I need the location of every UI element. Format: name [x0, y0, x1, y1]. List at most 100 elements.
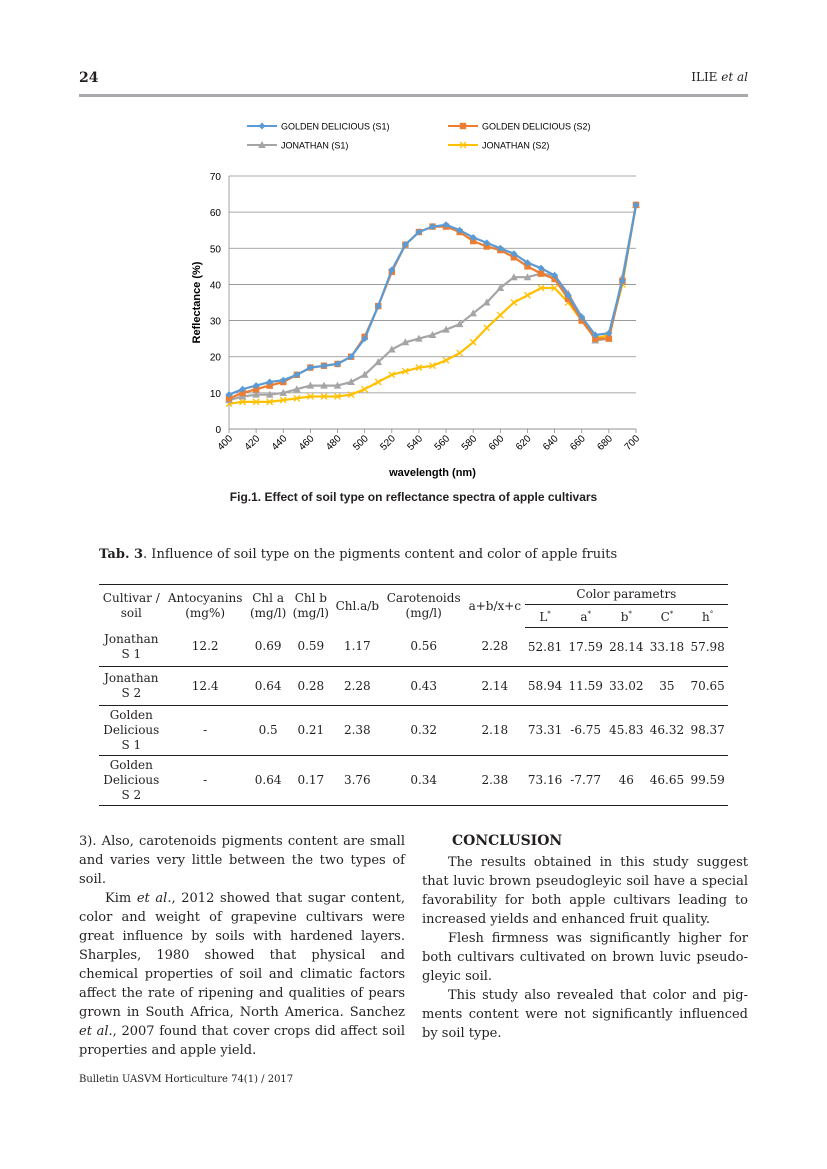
data-point — [442, 356, 450, 364]
table-cell: 1.17 — [332, 627, 383, 667]
data-point — [252, 386, 260, 393]
table-caption-text: . Influence of soil type on the pigments… — [143, 547, 618, 562]
table-cell: 0.17 — [289, 755, 333, 806]
data-point — [632, 201, 640, 209]
data-point — [388, 371, 396, 379]
data-point — [428, 331, 437, 339]
th-abxc: a+b/x+c — [464, 584, 525, 628]
data-point — [252, 398, 260, 406]
table-cell: 2.38 — [464, 755, 525, 806]
table-cell: 52.81 — [524, 627, 566, 667]
data-point — [469, 233, 477, 241]
y-tick-label: 60 — [210, 208, 222, 219]
data-point — [266, 378, 274, 386]
x-tick-label: 400 — [216, 433, 236, 453]
table-cell: 0.69 — [246, 627, 290, 667]
table-cell: 35 — [646, 666, 688, 706]
table-caption-label: Tab. 3 — [99, 547, 144, 562]
figure-caption: Fig.1. Effect of soil type on reflectanc… — [229, 490, 598, 504]
table-cell: 0.34 — [382, 755, 465, 806]
data-point — [429, 223, 436, 231]
x-tick-label: 520 — [378, 433, 398, 453]
right-paragraph-1: The results obtained in this study sugge… — [422, 855, 748, 927]
data-point — [306, 393, 314, 400]
x-tick-label: 640 — [541, 433, 561, 453]
data-point — [537, 264, 545, 272]
data-point — [442, 325, 450, 333]
y-tick-label: 10 — [210, 389, 222, 400]
data-point — [320, 393, 328, 400]
data-point — [496, 244, 504, 252]
data-point — [306, 364, 314, 372]
table-cell: 17.59 — [565, 627, 606, 667]
x-axis-label: wavelength (nm) — [388, 467, 476, 479]
data-point — [334, 360, 342, 368]
right-paragraph-2: Flesh firmness was significantly higher … — [422, 931, 748, 984]
data-point — [510, 273, 518, 281]
table-caption: Tab. 3. Influence of soil type on the pi… — [99, 547, 617, 562]
x-tick-label: 480 — [324, 433, 344, 453]
table-cell: 12.2 — [163, 627, 247, 667]
table-cell: 0.43 — [382, 666, 465, 706]
data-point — [334, 393, 341, 400]
data-point — [401, 338, 410, 346]
x-tick-label: 700 — [623, 433, 643, 453]
data-point — [252, 382, 260, 390]
data-point — [523, 273, 532, 281]
data-point — [239, 385, 247, 393]
pigments-table: Cultivar / soil Antocyanins (mg%) Chl a (mg… — [99, 584, 728, 806]
data-point — [483, 324, 491, 332]
conclusion-heading: CONCLUSION — [452, 833, 563, 849]
table-cell: 0.21 — [289, 705, 333, 756]
table-row: Jonathan S 2 12.4 0.64 0.28 2.28 0.43 2.14 58.94… — [99, 666, 728, 706]
table-cell: 0.28 — [289, 666, 333, 706]
y-tick-label: 20 — [210, 353, 222, 364]
data-point — [510, 250, 518, 258]
table-cell: - — [163, 705, 247, 756]
x-tick-label: 620 — [514, 433, 534, 453]
data-point — [239, 389, 246, 397]
data-point — [415, 228, 423, 236]
y-tick-label: 40 — [210, 280, 222, 291]
legend-label: JONATHAN (S1) — [281, 141, 348, 151]
table-cell: - — [163, 755, 247, 806]
data-point — [225, 395, 233, 402]
x-tick-label: 440 — [270, 433, 290, 453]
table-cell: 2.28 — [464, 627, 525, 667]
x-tick-label: 600 — [487, 433, 507, 453]
data-point — [388, 266, 396, 274]
data-point — [470, 237, 477, 245]
data-point — [401, 241, 409, 249]
data-point — [456, 349, 464, 357]
data-point — [258, 122, 266, 130]
th-color-parameters: Color parametrs — [524, 584, 728, 605]
data-point — [459, 141, 467, 149]
data-point — [496, 311, 504, 319]
table-cell: 46 — [606, 755, 647, 806]
running-head: ILIE et al — [691, 70, 748, 84]
data-point — [591, 331, 599, 339]
data-point — [537, 284, 545, 292]
data-point — [551, 275, 558, 283]
table-cell: 12.4 — [163, 666, 247, 706]
table-cell: 0.64 — [246, 755, 290, 806]
data-point — [279, 396, 287, 404]
data-point — [510, 254, 518, 261]
data-point — [374, 378, 382, 386]
data-point — [442, 221, 450, 229]
data-point — [361, 385, 369, 393]
x-tick-label: 660 — [568, 433, 588, 453]
data-point — [605, 335, 613, 342]
table-cell: 33.18 — [646, 627, 688, 667]
table-cell: 2.14 — [464, 666, 525, 706]
th-cultivar: Cultivar / soil — [99, 584, 164, 628]
data-point — [469, 309, 477, 317]
x-tick-label: 460 — [297, 433, 317, 453]
th-chlab: Chl.a/b — [332, 584, 383, 628]
data-point — [225, 391, 233, 399]
data-point — [252, 390, 260, 398]
table-cell: 45.83 — [606, 705, 647, 756]
table-cell: 0.32 — [382, 705, 465, 756]
th-h: h° — [687, 604, 728, 628]
data-point — [578, 317, 585, 324]
